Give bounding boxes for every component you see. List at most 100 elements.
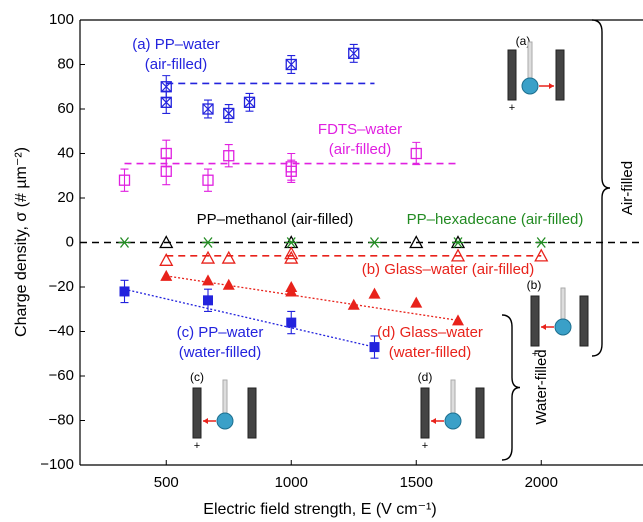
plate <box>555 49 565 101</box>
plate <box>507 49 517 101</box>
point <box>452 237 464 248</box>
plate <box>475 387 485 439</box>
marker-shape <box>221 250 236 264</box>
point <box>160 96 172 108</box>
y-tick-label: −80 <box>49 411 74 428</box>
marker-shape <box>118 174 131 186</box>
marker-shape <box>452 314 464 326</box>
marker-shape <box>160 269 173 281</box>
arrow-head <box>431 418 436 424</box>
y-tick-label: 80 <box>57 55 74 72</box>
plate <box>192 387 202 439</box>
x-tick-label: 500 <box>154 474 179 491</box>
y-axis-label: Charge density, σ (# µm⁻²) <box>13 147 30 337</box>
series-label: (a) PP–water <box>132 36 220 53</box>
marker-shape <box>160 96 172 108</box>
point <box>222 278 235 290</box>
needle <box>450 379 456 416</box>
marker-shape <box>368 237 381 248</box>
marker-shape <box>202 103 214 115</box>
droplet <box>521 77 539 95</box>
inset-sign: + <box>194 440 200 452</box>
point <box>223 107 235 120</box>
marker-shape <box>203 295 213 306</box>
marker-shape <box>369 342 380 353</box>
y-tick-label: 100 <box>49 11 74 28</box>
marker-shape <box>160 165 172 177</box>
marker-shape <box>347 298 360 310</box>
marker-shape <box>410 147 422 160</box>
point <box>284 246 299 260</box>
marker-shape <box>118 237 131 248</box>
point <box>202 103 214 115</box>
point <box>284 250 299 264</box>
error-bar <box>412 141 421 166</box>
arrow-head <box>541 324 546 330</box>
marker-shape <box>534 248 549 262</box>
point <box>285 237 298 248</box>
error-bar <box>204 168 212 192</box>
needle <box>560 287 566 322</box>
series-label: (water-filled) <box>179 344 262 361</box>
droplet <box>444 412 462 430</box>
point <box>221 250 236 264</box>
marker-shape <box>202 174 214 186</box>
marker-shape <box>222 278 235 290</box>
point <box>409 235 424 249</box>
point <box>534 248 549 262</box>
point <box>159 252 174 266</box>
marker-shape <box>410 296 423 308</box>
bracket <box>501 314 521 461</box>
marker-shape <box>286 317 297 328</box>
inset-sign: + <box>422 440 428 452</box>
point <box>160 165 172 177</box>
marker-shape <box>409 235 424 249</box>
arrow-head <box>203 418 208 424</box>
error-bar <box>224 144 233 168</box>
point <box>369 342 380 353</box>
inset-label: (d) <box>418 370 433 384</box>
point <box>202 174 214 186</box>
marker-shape <box>223 107 235 120</box>
marker-shape <box>285 165 297 177</box>
inset-label: (a) <box>516 34 531 48</box>
point <box>286 317 297 328</box>
marker-shape <box>285 237 298 248</box>
marker-shape <box>202 237 214 248</box>
marker-shape <box>348 47 360 60</box>
point <box>348 47 360 60</box>
series-label: FDTS–water <box>318 121 402 138</box>
series-label: (air-filled) <box>145 56 208 73</box>
y-tick-label: −20 <box>49 278 74 295</box>
series-label: (air-filled) <box>329 141 392 158</box>
inset-label: (c) <box>190 370 204 384</box>
point <box>368 287 381 299</box>
marker-shape <box>284 250 299 264</box>
marker-shape <box>223 108 235 119</box>
error-bar <box>120 168 129 192</box>
series-label: (d) Glass–water <box>377 324 483 341</box>
series-label: PP–hexadecane (air-filled) <box>407 211 584 228</box>
inset: (c) + <box>190 370 257 452</box>
marker-shape <box>243 96 256 108</box>
marker-shape <box>244 96 255 108</box>
marker-shape <box>119 286 130 297</box>
point <box>118 237 131 248</box>
y-tick-label: 0 <box>66 233 74 250</box>
marker-shape <box>284 246 299 260</box>
marker-shape <box>285 58 297 71</box>
error-bar <box>287 159 296 183</box>
marker-shape <box>202 274 214 286</box>
marker-shape <box>452 237 464 248</box>
point <box>202 237 214 248</box>
needle <box>222 379 228 416</box>
x-tick-label: 2000 <box>525 474 558 491</box>
marker-shape <box>223 150 235 162</box>
point <box>347 298 360 310</box>
point <box>410 296 423 308</box>
marker-shape <box>368 287 381 299</box>
point <box>159 235 174 249</box>
marker-shape <box>159 235 174 249</box>
